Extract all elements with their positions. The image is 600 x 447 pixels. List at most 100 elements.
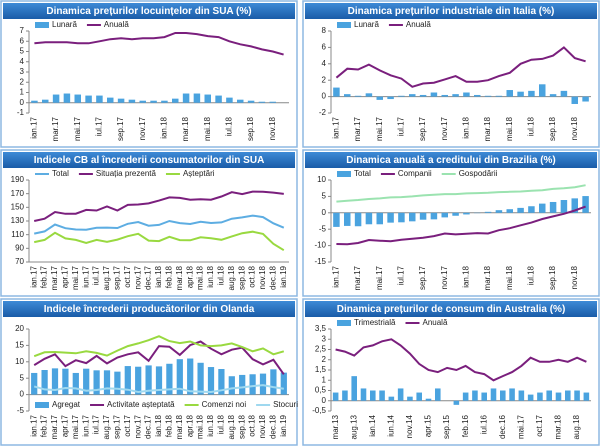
x-tick-label: ian.18 [462,116,471,138]
x-tick-label: iun.17 [81,265,90,287]
x-tick-label: mai.17 [375,116,384,141]
bar [63,93,71,103]
bar [172,98,179,103]
bar [484,211,492,213]
y-tick-label: 1 [322,375,327,384]
bar [74,94,81,103]
bar [166,363,173,395]
panel-border [0,0,298,148]
bar [96,95,103,103]
x-tick-label: nov.17 [138,116,147,140]
bar [539,203,546,213]
x-tick-label: mar.13 [331,414,340,439]
x-tick-label: iul.18 [527,265,536,285]
y-tick-label: 15 [15,341,24,350]
legend-swatch [35,22,49,28]
chart-title: Dinamica prețurilor locuințelor din SUA … [46,6,251,17]
legend-label: Comenzi noi [202,400,247,409]
x-tick-label: feb.18 [165,414,174,437]
legend-label: Stocuri [273,400,298,409]
panel-border [302,298,600,446]
x-tick-label: apr.17 [61,265,70,288]
y-tick-label: 10 [15,357,24,366]
x-tick-label: ian.18 [160,116,169,138]
bar [215,95,222,103]
legend-swatch [337,171,351,177]
x-tick-label: ian.17 [332,265,341,287]
x-tick-label: aug.18 [572,414,581,439]
y-tick-label: 7 [20,26,25,35]
bar [549,94,557,97]
x-tick-label: iul.17 [92,414,101,434]
legend-label: Gospodării [459,169,498,178]
y-tick-label: 3 [322,334,327,343]
x-tick-label: iun.14 [386,414,395,436]
x-tick-label: iul.16 [479,414,488,434]
x-tick-label: ian.19 [279,265,288,287]
bar [398,95,405,97]
bar [370,390,376,401]
bar [42,99,49,103]
bar [161,100,168,103]
bar [435,388,441,401]
bar [546,390,552,401]
bar [376,212,383,225]
x-tick-label: aug.13 [349,414,358,439]
bar [409,94,416,97]
x-tick-label: nov.18 [258,414,267,438]
x-tick-label: mai.18 [505,265,514,290]
y-tick-label: 4 [20,57,25,66]
bar [430,92,438,97]
chart-panel: Indicele încrederii producătorilor din O… [0,298,298,446]
y-tick-label: 0,5 [315,386,327,395]
legend-label: Trimestrială [354,318,396,327]
x-tick-label: mai.18 [196,265,205,290]
bar [560,90,568,97]
bar [365,93,373,97]
x-tick-label: sep.15 [442,414,451,439]
y-tick-label: 4 [322,59,327,68]
x-tick-label: mar.17 [50,265,59,290]
x-tick-label: mar.18 [181,116,190,141]
x-tick-label: iun.17 [81,414,90,436]
x-tick-label: ian.17 [29,265,38,287]
x-tick-label: sep.17 [418,116,427,141]
y-tick-label: 2,5 [315,345,327,354]
bar [560,200,568,213]
bar [397,388,404,401]
x-tick-label: mai.17 [375,265,384,290]
y-tick-label: 20 [15,324,24,333]
chart-title: Dinamica prețurilor industriale din Ital… [348,6,555,17]
x-tick-label: oct.17 [123,414,132,436]
y-tick-label: 10 [317,175,326,184]
bar [430,212,438,220]
bar [107,97,114,103]
bar [270,369,277,395]
bar [218,369,225,395]
y-tick-label: 130 [11,216,25,225]
x-tick-label: ian.17 [30,116,39,138]
x-tick-label: aug.17 [102,265,111,290]
x-tick-label: ian.17 [29,414,38,436]
x-tick-label: apr.15 [424,414,433,437]
bar [571,198,578,213]
bar [258,101,266,103]
y-tick-label: -2 [319,108,327,117]
bar [103,370,111,395]
x-tick-label: apr.17 [61,414,70,437]
chart-title: Indicele CB al încrederii consumatorilor… [34,155,265,166]
title-bar [3,152,295,168]
bar [207,367,215,395]
x-tick-label: mai.17 [71,265,80,290]
line-series [33,335,285,358]
bar [72,372,79,395]
y-tick-label: 1,5 [315,365,327,374]
y-tick-label: 2 [20,77,25,86]
title-bar [3,301,295,317]
bar [387,212,394,223]
bar [376,96,383,100]
bar [269,101,276,103]
bar [365,212,373,225]
y-tick-label: 0 [322,396,327,405]
y-tick-label: 1 [20,88,25,97]
